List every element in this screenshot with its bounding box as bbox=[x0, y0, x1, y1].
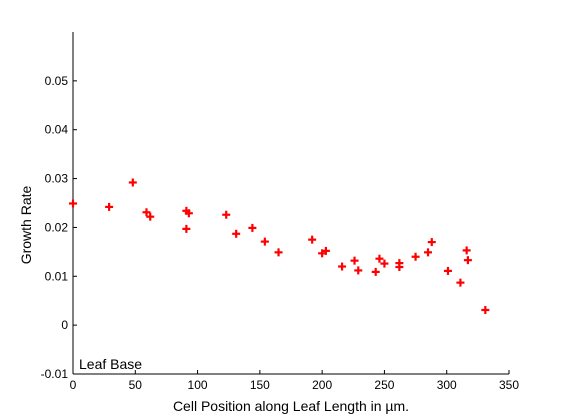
data-point bbox=[222, 210, 231, 219]
data-point bbox=[338, 262, 347, 271]
data-point bbox=[463, 256, 472, 265]
data-point bbox=[395, 263, 404, 272]
data-point bbox=[232, 229, 241, 238]
x-tick-label: 100 bbox=[188, 378, 208, 392]
axis-ticks: 0 50 100 150 200 250 300 350-0.0100.010.020.030… bbox=[41, 74, 520, 392]
y-tick-label: 0.02 bbox=[45, 220, 69, 234]
data-point bbox=[184, 209, 193, 218]
y-tick-label: 0.04 bbox=[45, 123, 69, 137]
data-point bbox=[424, 248, 433, 257]
data-point bbox=[481, 305, 490, 314]
data-point bbox=[274, 248, 283, 257]
y-tick-label: 0.05 bbox=[45, 74, 69, 88]
x-tick-label: 150 bbox=[250, 378, 270, 392]
data-point bbox=[443, 266, 452, 275]
x-tick-label: 50 bbox=[129, 378, 143, 392]
x-tick-label: 0 bbox=[70, 378, 77, 392]
x-tick-label: 350 bbox=[499, 378, 519, 392]
data-point bbox=[308, 235, 317, 244]
data-point bbox=[371, 267, 380, 276]
data-point bbox=[182, 224, 191, 233]
x-tick-label: 250 bbox=[374, 378, 394, 392]
data-point bbox=[69, 199, 77, 208]
leaf-base-annotation: Leaf Base bbox=[79, 356, 142, 372]
y-tick-label: 0 bbox=[61, 318, 68, 332]
y-tick-label: -0.01 bbox=[41, 367, 69, 381]
data-points bbox=[69, 178, 490, 314]
data-point bbox=[462, 246, 471, 255]
data-point bbox=[105, 202, 114, 211]
data-point bbox=[350, 256, 359, 265]
y-axis-label: Growth Rate bbox=[18, 185, 34, 264]
data-point bbox=[411, 252, 420, 261]
data-point bbox=[321, 246, 330, 255]
y-tick-label: 0.03 bbox=[45, 172, 69, 186]
data-point bbox=[380, 259, 389, 268]
data-point bbox=[248, 223, 257, 232]
x-tick-label: 200 bbox=[312, 378, 332, 392]
data-point bbox=[146, 212, 155, 221]
y-tick-label: 0.01 bbox=[45, 269, 69, 283]
data-point bbox=[375, 254, 384, 263]
plot-area bbox=[72, 32, 509, 375]
data-point bbox=[354, 266, 363, 275]
data-point bbox=[128, 178, 137, 187]
data-point bbox=[260, 237, 269, 246]
data-point bbox=[427, 238, 436, 247]
data-point bbox=[456, 278, 465, 287]
x-tick-label: 300 bbox=[437, 378, 457, 392]
data-point bbox=[142, 208, 151, 217]
x-axis-label: Cell Position along Leaf Length in µm. bbox=[173, 398, 409, 414]
